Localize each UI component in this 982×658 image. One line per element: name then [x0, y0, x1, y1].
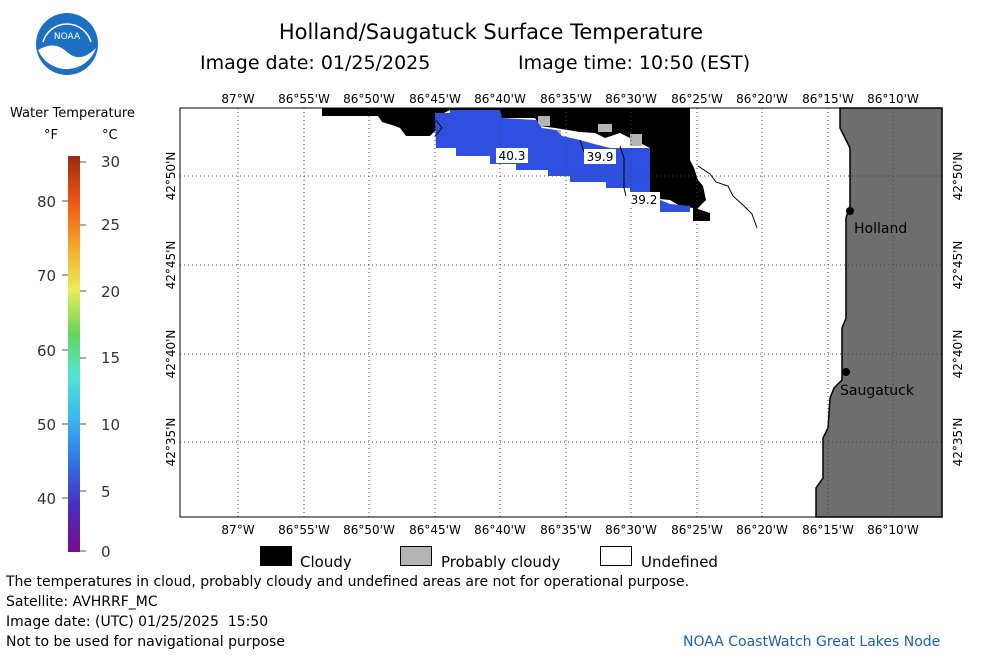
svg-text:86°25'W: 86°25'W [671, 523, 723, 537]
svg-text:42°45'N: 42°45'N [951, 241, 965, 290]
map-panel: 40.3 39.9 39.2 Holland Saugatuck 87°W 86… [164, 92, 965, 537]
svg-text:86°55'W: 86°55'W [278, 92, 330, 106]
svg-text:86°50'W: 86°50'W [343, 523, 395, 537]
colorbar-f-tick: 70 [37, 267, 57, 285]
svg-text:86°10'W: 86°10'W [867, 523, 919, 537]
svg-text:86°40'W: 86°40'W [474, 523, 526, 537]
cloud-area [322, 108, 706, 221]
lon-labels-bottom: 87°W 86°55'W 86°50'W 86°45'W 86°40'W 86°… [221, 523, 919, 537]
svg-text:42°35'N: 42°35'N [951, 418, 965, 467]
colorbar-c-tick: 20 [101, 283, 121, 301]
temperature-label: 39.9 [587, 150, 614, 164]
svg-text:86°20'W: 86°20'W [736, 92, 788, 106]
colorbar-f-tick: 80 [37, 193, 57, 211]
svg-text:86°20'W: 86°20'W [736, 523, 788, 537]
colorbar-c-tick: 25 [101, 216, 121, 234]
footer-satellite: Satellite: AVHRRF_MC [6, 594, 158, 610]
svg-text:86°50'W: 86°50'W [343, 92, 395, 106]
holland-marker [846, 207, 854, 215]
svg-text:86°30'W: 86°30'W [605, 523, 657, 537]
lat-labels-right: 42°50'N 42°45'N 42°40'N 42°35'N [951, 152, 965, 467]
colorbar-title: Water Temperature [10, 106, 135, 121]
image-time: Image time: 10:50 (EST) [518, 52, 751, 74]
legend-label-undefined: Undefined [641, 553, 718, 571]
map-graticule [180, 108, 942, 517]
svg-text:86°15'W: 86°15'W [802, 523, 854, 537]
map-title: Holland/Saugatuck Surface Temperature [278, 20, 704, 44]
map-frame [179, 107, 943, 518]
colorbar-f-tick: 60 [37, 342, 57, 360]
colorbar-unit-f: °F [44, 128, 58, 143]
colorbar-c-tick: 15 [101, 349, 121, 367]
svg-text:86°35'W: 86°35'W [540, 523, 592, 537]
svg-text:86°45'W: 86°45'W [409, 523, 461, 537]
legend-swatch-probably-cloudy [400, 546, 432, 566]
svg-text:86°10'W: 86°10'W [867, 92, 919, 106]
legend-label-probably-cloudy: Probably cloudy [441, 553, 561, 571]
svg-text:87°W: 87°W [221, 92, 254, 106]
colorbar-c-tick: 30 [101, 153, 121, 171]
lat-labels-left: 42°50'N 42°45'N 42°40'N 42°35'N [164, 152, 178, 467]
footer-disclaimer: The temperatures in cloud, probably clou… [6, 574, 690, 590]
svg-text:42°45'N: 42°45'N [164, 241, 178, 290]
temperature-label: 39.2 [631, 193, 658, 207]
colorbar-gradient [68, 156, 80, 552]
footer-utc-date: Image date: (UTC) 01/25/2025 15:50 [6, 614, 269, 630]
legend-label-cloudy: Cloudy [300, 553, 352, 571]
svg-text:86°40'W: 86°40'W [474, 92, 526, 106]
footer-credit: NOAA CoastWatch Great Lakes Node [683, 634, 941, 650]
colorbar-f-tick: 50 [37, 416, 57, 434]
svg-text:86°55'W: 86°55'W [278, 523, 330, 537]
image-date: Image date: 01/25/2025 [200, 52, 431, 74]
svg-text:86°35'W: 86°35'W [540, 92, 592, 106]
lon-labels-top: 87°W 86°55'W 86°50'W 86°45'W 86°40'W 86°… [221, 92, 919, 106]
svg-text:86°25'W: 86°25'W [671, 92, 723, 106]
legend-swatch-undefined [600, 546, 632, 566]
svg-text:42°40'N: 42°40'N [951, 330, 965, 379]
colorbar-f-tick: 40 [37, 490, 57, 508]
colorbar-c-tick: 5 [101, 483, 111, 501]
noaa-logo-text: NOAA [54, 32, 81, 42]
svg-text:87°W: 87°W [221, 523, 254, 537]
colorbar-c-tick: 0 [101, 543, 111, 561]
svg-text:86°30'W: 86°30'W [605, 92, 657, 106]
temperature-label: 40.3 [499, 149, 526, 163]
footer-nav-warning: Not to be used for navigational purpose [6, 634, 285, 650]
svg-text:42°40'N: 42°40'N [164, 330, 178, 379]
svg-text:86°45'W: 86°45'W [409, 92, 461, 106]
probably-cloudy-area [538, 116, 550, 126]
saugatuck-marker [842, 368, 850, 376]
svg-text:86°15'W: 86°15'W [802, 92, 854, 106]
svg-text:42°50'N: 42°50'N [164, 152, 178, 201]
svg-text:42°35'N: 42°35'N [164, 418, 178, 467]
city-label-holland: Holland [854, 221, 907, 237]
legend-swatch-cloudy [260, 546, 292, 566]
svg-text:42°50'N: 42°50'N [951, 152, 965, 201]
colorbar-unit-c: °C [102, 128, 118, 143]
colorbar [62, 156, 86, 552]
colorbar-c-tick: 10 [101, 416, 121, 434]
city-label-saugatuck: Saugatuck [840, 383, 915, 399]
noaa-logo: NOAA [36, 13, 98, 75]
